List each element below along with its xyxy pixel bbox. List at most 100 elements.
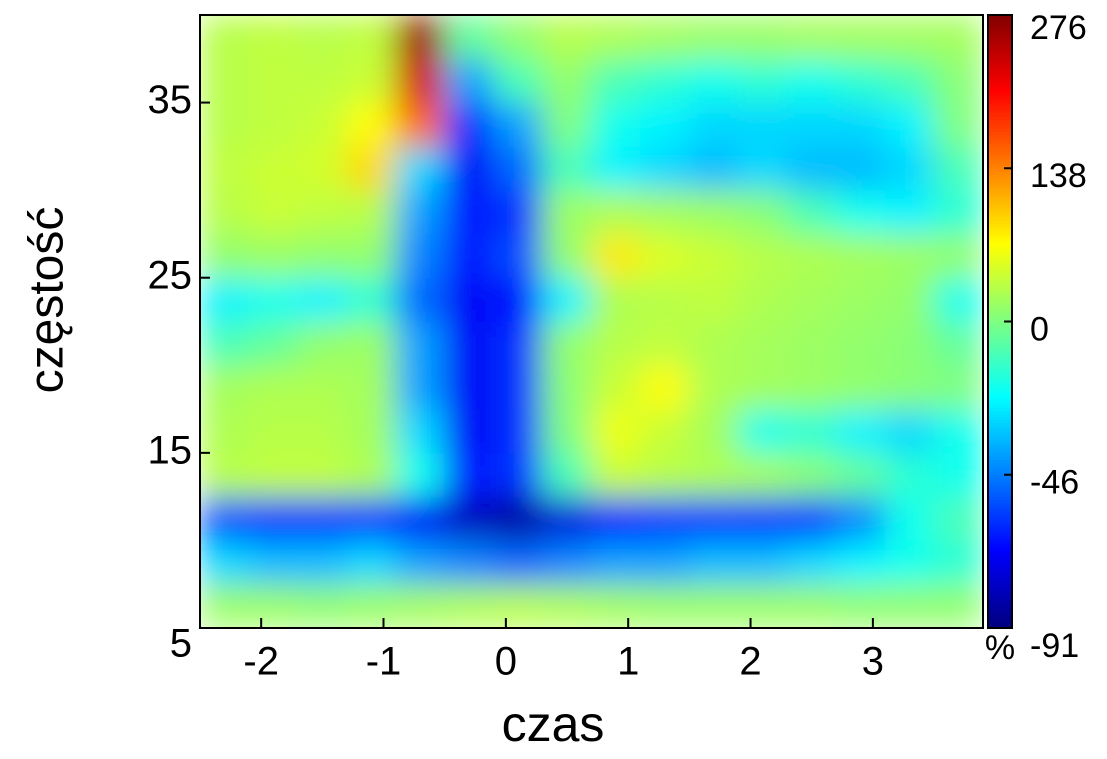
colorbar-swatch bbox=[988, 410, 1012, 415]
heatmap-cell bbox=[542, 145, 592, 191]
colorbar-swatch bbox=[988, 229, 1012, 234]
x-tick-label: -1 bbox=[366, 640, 402, 684]
colorbar-swatch bbox=[988, 523, 1012, 528]
x-tick-label: 2 bbox=[739, 640, 761, 684]
plot-frame bbox=[199, 14, 984, 629]
heatmap-cell bbox=[786, 189, 837, 235]
colorbar-swatch bbox=[988, 296, 1012, 301]
colorbar-swatch bbox=[988, 493, 1012, 497]
colorbar-swatch bbox=[988, 379, 1012, 384]
heatmap-cell bbox=[346, 102, 397, 147]
colorbar-swatch bbox=[988, 591, 1012, 595]
heatmap-cell bbox=[346, 583, 397, 628]
colorbar-swatch bbox=[988, 315, 1012, 320]
colorbar-swatch bbox=[988, 257, 1012, 261]
colorbar-swatch bbox=[988, 76, 1012, 80]
heatmap-cell bbox=[884, 189, 935, 235]
heatmap-cell bbox=[737, 408, 788, 454]
heatmap-cell bbox=[835, 277, 886, 322]
colorbar-swatch bbox=[988, 174, 1012, 179]
heatmap-cell bbox=[688, 145, 739, 191]
heatmap-cell bbox=[786, 277, 837, 322]
heatmap-cell bbox=[933, 102, 983, 147]
heatmap-cell bbox=[835, 539, 886, 585]
colorbar-swatch bbox=[988, 140, 1012, 145]
colorbar-swatch bbox=[988, 149, 1012, 154]
colorbar-swatch bbox=[988, 306, 1012, 310]
heatmap bbox=[200, 15, 983, 628]
heatmap-cell bbox=[248, 408, 299, 454]
heatmap-cell bbox=[835, 408, 886, 454]
heatmap-cell bbox=[639, 15, 690, 60]
heatmap-cell bbox=[297, 364, 348, 410]
colorbar-swatch bbox=[988, 266, 1012, 270]
heatmap-cell bbox=[933, 277, 983, 322]
colorbar-swatch bbox=[988, 143, 1012, 148]
heatmap-cell bbox=[493, 364, 544, 410]
colorbar-swatch bbox=[988, 413, 1012, 418]
heatmap-cell bbox=[884, 58, 935, 104]
heatmap-cell bbox=[933, 321, 983, 366]
colorbar-swatch bbox=[988, 284, 1012, 289]
heatmap-cell bbox=[200, 321, 250, 366]
colorbar-swatch bbox=[988, 165, 1012, 169]
heatmap-cell bbox=[737, 145, 788, 191]
heatmap-cell bbox=[493, 408, 544, 454]
heatmap-cell bbox=[297, 539, 348, 585]
heatmap-cell bbox=[786, 102, 837, 147]
colorbar-swatch bbox=[988, 30, 1012, 34]
heatmap-cell bbox=[395, 233, 446, 279]
colorbar-swatch bbox=[988, 211, 1012, 215]
heatmap-cell bbox=[444, 452, 495, 498]
heatmap-cells bbox=[200, 15, 983, 628]
colorbar-swatch bbox=[988, 146, 1012, 151]
heatmap-cell bbox=[786, 364, 837, 410]
colorbar-swatch bbox=[988, 100, 1012, 105]
colorbar-swatch bbox=[988, 456, 1012, 461]
colorbar-swatch bbox=[988, 48, 1012, 53]
heatmap-cell bbox=[591, 189, 641, 235]
heatmap-cell bbox=[200, 58, 250, 104]
colorbar-swatch bbox=[988, 260, 1012, 264]
colorbar-swatch bbox=[988, 539, 1012, 543]
heatmap-cell bbox=[542, 408, 592, 454]
heatmap-cell bbox=[297, 321, 348, 366]
y-tick-label: 5 bbox=[170, 622, 192, 666]
colorbar-swatch bbox=[988, 272, 1012, 277]
heatmap-cell bbox=[884, 539, 935, 585]
colorbar-swatch bbox=[988, 557, 1012, 562]
heatmap-cell bbox=[737, 102, 788, 147]
colorbar-swatch bbox=[988, 499, 1012, 503]
colorbar-swatch bbox=[988, 563, 1012, 568]
colorbar-swatch bbox=[988, 251, 1012, 255]
heatmap-cell bbox=[200, 102, 250, 147]
heatmap-cell bbox=[591, 452, 641, 498]
colorbar-tick-label: 138 bbox=[1030, 157, 1087, 195]
colorbar-swatch bbox=[988, 349, 1012, 353]
heatmap-cell bbox=[395, 321, 446, 366]
heatmap-cell bbox=[542, 277, 592, 322]
heatmap-cell bbox=[884, 452, 935, 498]
heatmap-cell bbox=[737, 364, 788, 410]
colorbar-swatch bbox=[988, 431, 1012, 436]
heatmap-cell bbox=[835, 189, 886, 235]
heatmap-cell bbox=[542, 539, 592, 585]
heatmap-cell bbox=[688, 408, 739, 454]
heatmap-cell bbox=[346, 58, 397, 104]
colorbar-swatch bbox=[988, 339, 1012, 344]
heatmap-cell bbox=[248, 58, 299, 104]
y-tick-label: 15 bbox=[148, 428, 193, 472]
heatmap-cell bbox=[737, 233, 788, 279]
heatmap-cell bbox=[297, 496, 348, 541]
colorbar-swatch bbox=[988, 606, 1012, 611]
colorbar-swatch bbox=[988, 352, 1012, 356]
heatmap-cell bbox=[639, 408, 690, 454]
colorbar-swatch bbox=[988, 585, 1012, 589]
colorbar-swatch bbox=[988, 189, 1012, 194]
heatmap-cell bbox=[493, 583, 544, 628]
heatmap-cell bbox=[591, 539, 641, 585]
heatmap-cell bbox=[395, 277, 446, 322]
colorbar-swatch bbox=[988, 536, 1012, 540]
colorbar-swatch bbox=[988, 444, 1012, 448]
colorbar-swatch bbox=[988, 425, 1012, 430]
